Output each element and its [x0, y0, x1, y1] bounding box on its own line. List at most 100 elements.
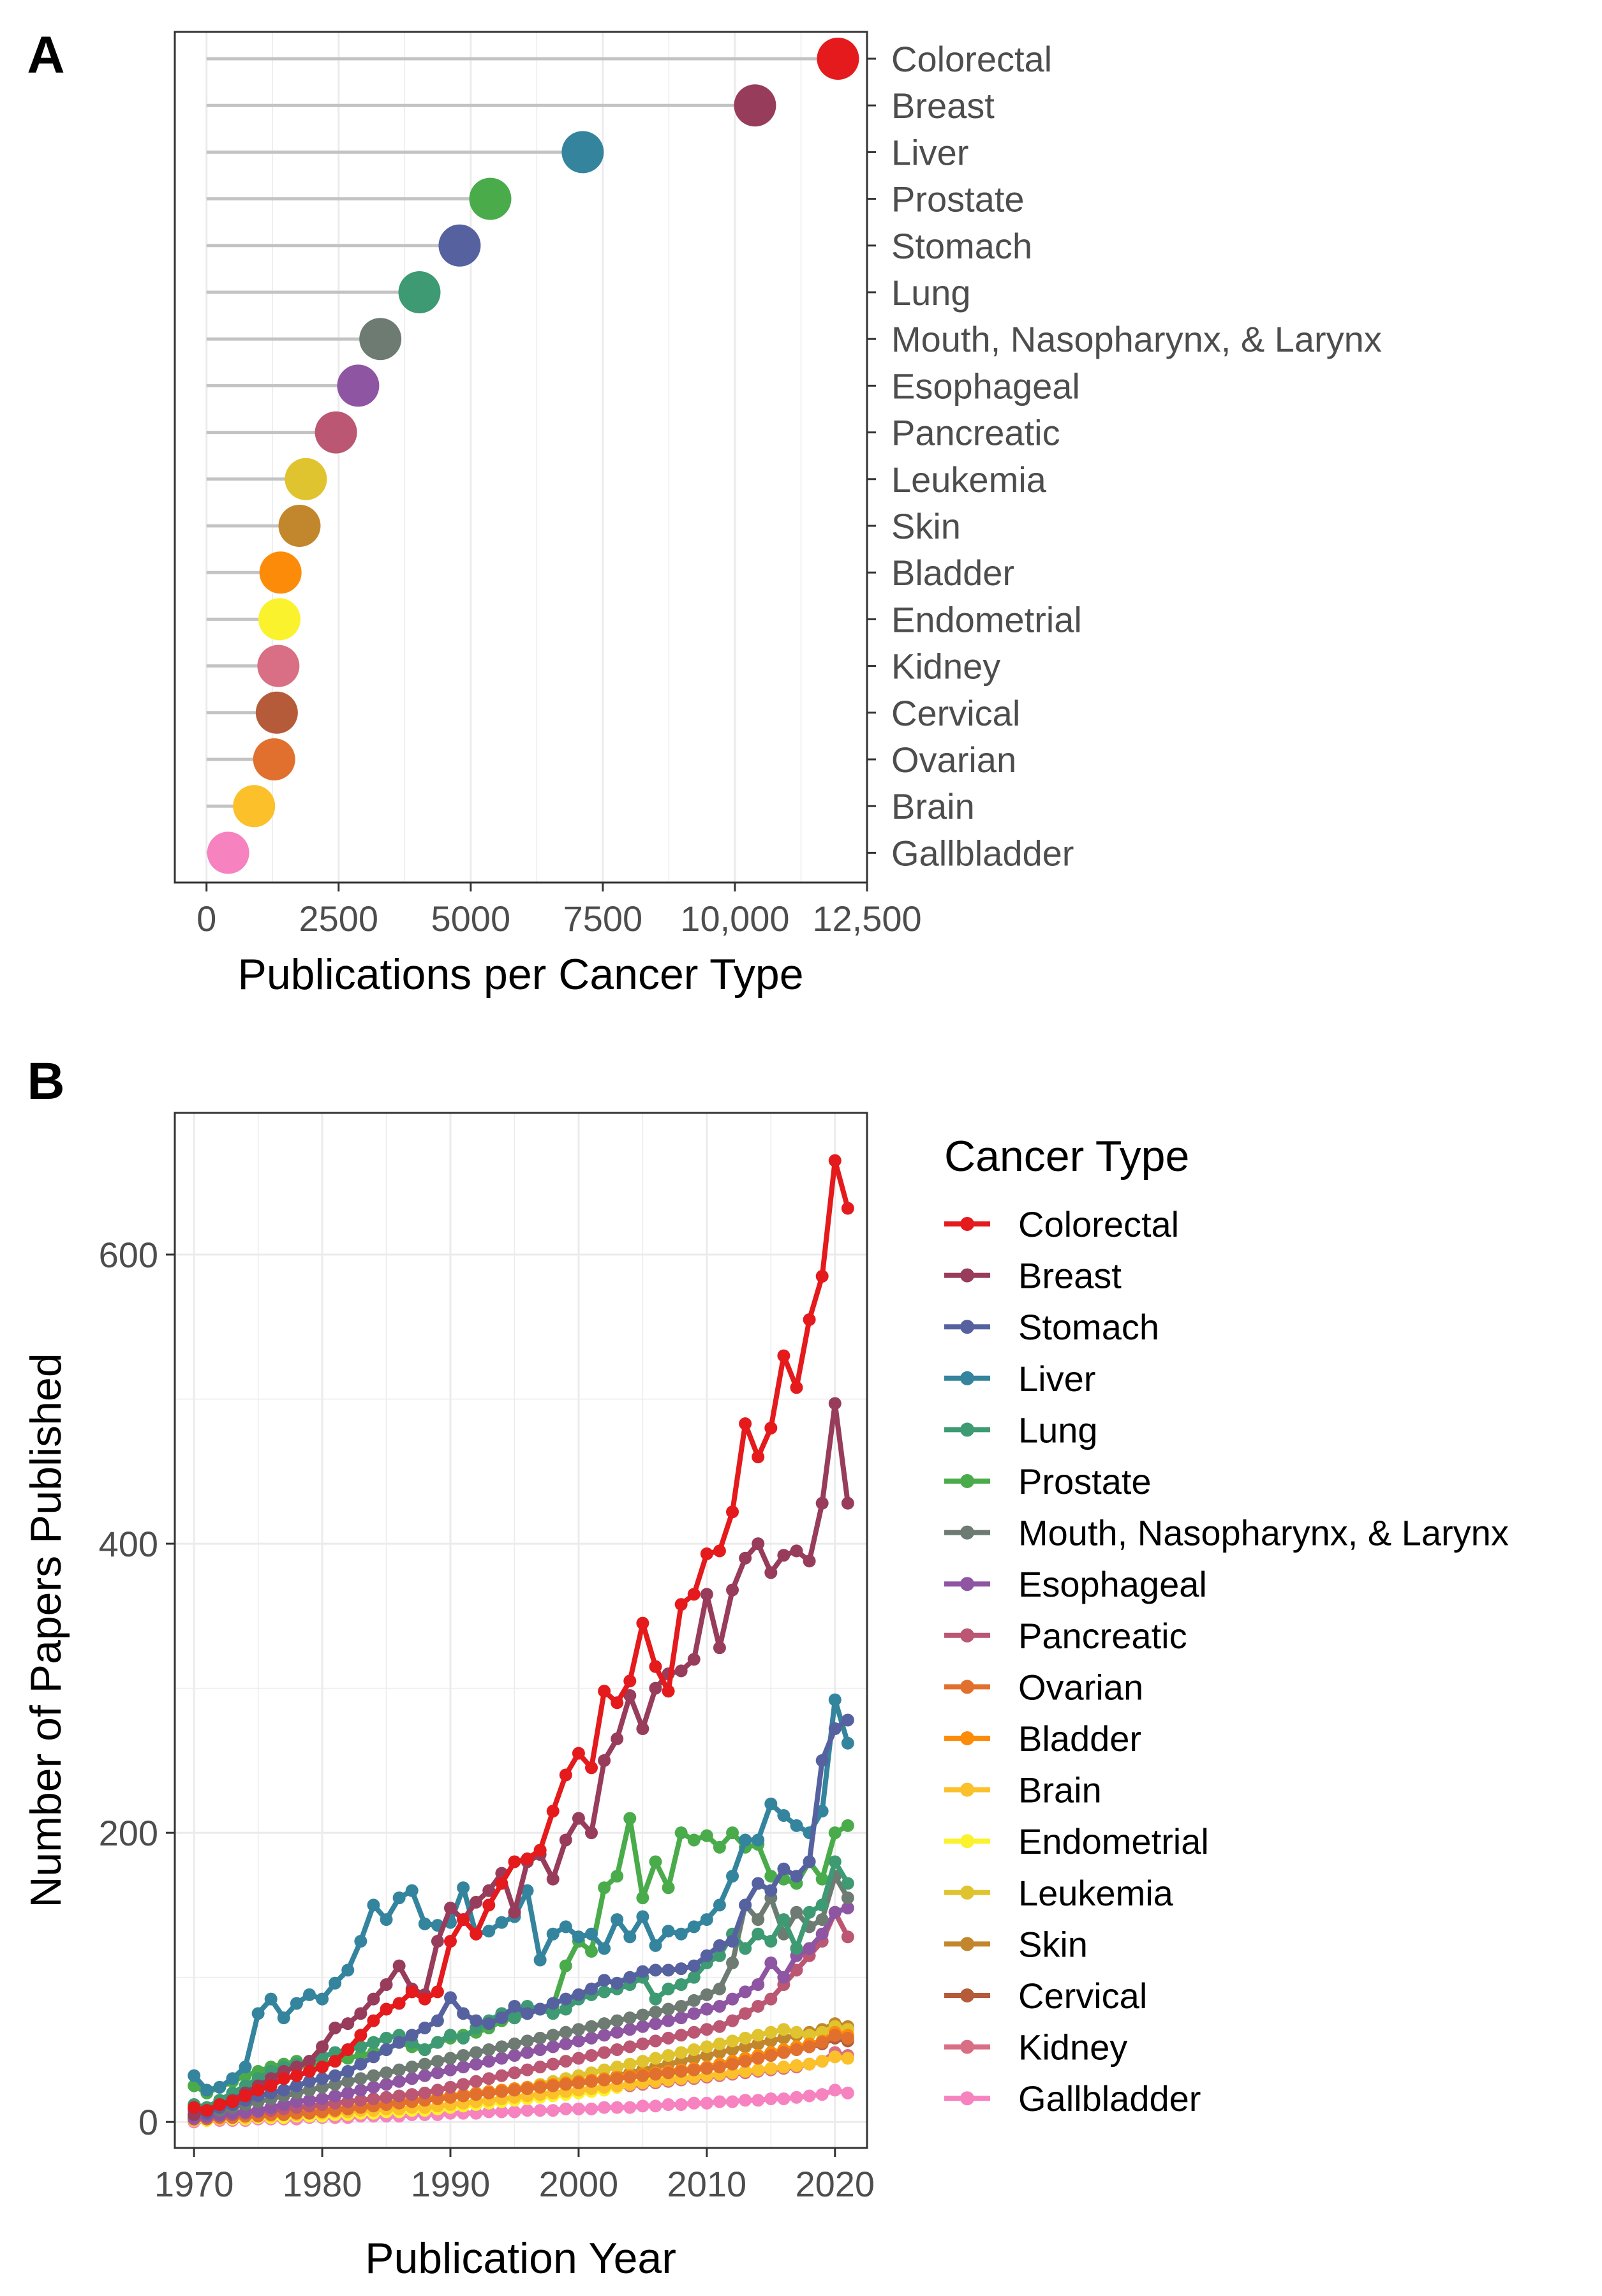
data-point-prostate: [611, 1870, 624, 1883]
legend-label: Colorectal: [1018, 1204, 1179, 1244]
data-point-colorectal: [546, 1805, 560, 1818]
data-point-liver: [777, 1808, 790, 1822]
data-point-ovarian: [598, 2073, 611, 2087]
data-point-ovarian: [495, 2085, 508, 2098]
data-point-colorectal: [392, 1997, 406, 2010]
x-tick-label: 2000: [539, 2164, 619, 2204]
data-point-liver: [367, 1898, 380, 1912]
data-point-stomach: [752, 1877, 765, 1890]
legend-label: Liver: [1018, 1359, 1095, 1399]
data-point-mouth-nasopharynx-larynx: [572, 2023, 585, 2036]
data-point-liver: [380, 1913, 393, 1927]
legend-label: Mouth, Nasopharynx, & Larynx: [1018, 1513, 1509, 1553]
legend-item-esophageal: Esophageal: [944, 1564, 1207, 1604]
data-point-esophageal: [636, 2020, 649, 2033]
x-tick-label: 12,500: [812, 898, 921, 939]
data-point-liver: [495, 1916, 508, 1929]
data-point-colorectal: [700, 1547, 713, 1560]
data-point-breast: [443, 1901, 457, 1914]
data-point-leukemia: [700, 2040, 713, 2054]
data-point-mouth-nasopharynx-larynx: [482, 2043, 496, 2056]
data-point-colorectal: [380, 2002, 393, 2016]
data-point-stomach: [611, 1976, 624, 1990]
legend-label: Stomach: [1018, 1307, 1159, 1347]
legend-key-point: [960, 1885, 974, 1900]
legend-key-point: [960, 1320, 974, 1334]
data-point-esophageal: [649, 2017, 662, 2031]
data-point-mouth-nasopharynx-larynx: [392, 2063, 406, 2076]
data-point-lung: [828, 1855, 842, 1868]
legend-item-brain: Brain: [944, 1770, 1102, 1810]
data-point-prostate: [636, 1891, 649, 1905]
data-point-colorectal: [611, 1696, 624, 1710]
data-point-breast: [508, 1905, 521, 1919]
category-label-pancreatic: Pancreatic: [891, 413, 1060, 453]
x-tick-label: 1980: [283, 2164, 362, 2204]
data-point-ovarian: [752, 2052, 765, 2065]
legend-key-point: [960, 2091, 974, 2106]
data-point-liver: [264, 1992, 278, 2006]
data-point-stomach: [405, 2029, 419, 2042]
data-point-breast: [713, 1641, 726, 1655]
data-point-stomach: [585, 1982, 598, 1995]
data-point-liver: [828, 1693, 842, 1706]
data-point-liver: [674, 1927, 688, 1941]
data-point-mouth-nasopharynx-larynx: [443, 2052, 457, 2065]
data-point-colorectal: [443, 1935, 457, 1948]
series-line-liver: [192, 1697, 850, 2093]
data-point-gallbladder: [752, 2094, 765, 2107]
data-point-esophageal: [598, 2029, 611, 2042]
data-point-pancreatic: [457, 2078, 470, 2091]
data-point-pancreatic: [482, 2072, 496, 2085]
lollipop-point-colorectal: [817, 38, 859, 80]
data-point-breast: [700, 1588, 713, 1601]
data-point-gallbladder: [572, 2102, 585, 2115]
data-point-esophageal: [431, 2066, 444, 2080]
category-label-esophageal: Esophageal: [891, 366, 1080, 406]
data-point-esophageal: [316, 2092, 329, 2105]
series-line-esophageal: [193, 1905, 849, 2121]
data-point-colorectal: [188, 2101, 201, 2114]
legend-key-point: [960, 1577, 974, 1592]
data-point-stomach: [598, 1974, 611, 1987]
series-colorectal: [188, 1154, 854, 2117]
data-point-colorectal: [726, 1505, 739, 1519]
data-point-stomach: [828, 1722, 842, 1736]
data-point-pancreatic: [739, 2007, 752, 2020]
data-point-colorectal: [636, 1616, 649, 1630]
data-point-mouth-nasopharynx-larynx: [546, 2029, 560, 2042]
data-point-mouth-nasopharynx-larynx: [457, 2049, 470, 2062]
legend-item-prostate: Prostate: [944, 1461, 1152, 1502]
panel-a-lollipop-chart: A Colorectal Breast Liver Prostate Stomach Lu…: [27, 26, 1381, 999]
data-point-mouth-nasopharynx-larynx: [470, 2046, 483, 2059]
data-point-gallbladder: [662, 2098, 675, 2112]
data-point-esophageal: [700, 2002, 713, 2016]
data-point-esophageal: [662, 2014, 675, 2027]
data-point-liver: [302, 1988, 316, 2001]
data-point-ovarian: [815, 2036, 829, 2049]
data-point-breast: [764, 1566, 778, 1579]
data-point-mouth-nasopharynx-larynx: [405, 2061, 419, 2074]
data-point-colorectal: [213, 2098, 226, 2112]
series-line-ovarian: [194, 2032, 849, 2122]
data-point-esophageal: [803, 1942, 816, 1955]
data-point-leukemia: [726, 2034, 739, 2048]
data-point-esophageal: [841, 1901, 854, 1914]
data-point-brain: [841, 2052, 854, 2065]
data-point-colorectal: [239, 2089, 252, 2103]
data-point-colorectal: [200, 2104, 214, 2117]
data-point-breast: [431, 1935, 444, 1948]
data-point-prostate: [841, 1819, 854, 1832]
data-point-esophageal: [508, 2049, 521, 2062]
panel-b-legend: Cancer Type Colorectal Breast Stomach Liver…: [944, 1132, 1509, 2119]
data-point-lung: [764, 1935, 778, 1948]
data-point-stomach: [674, 1962, 688, 1976]
panel-b-line-chart: B 0 200 400 600 1970 1980 1990 2000 2010 2020 Pu…: [22, 1052, 1509, 2283]
legend-key-point: [960, 1217, 974, 1231]
data-point-colorectal: [790, 1381, 803, 1394]
lollipop-point-kidney: [257, 645, 300, 687]
data-point-pancreatic: [713, 2020, 726, 2033]
data-point-gallbladder: [636, 2099, 649, 2113]
category-label-skin: Skin: [891, 506, 961, 546]
data-point-ovarian: [470, 2088, 483, 2101]
